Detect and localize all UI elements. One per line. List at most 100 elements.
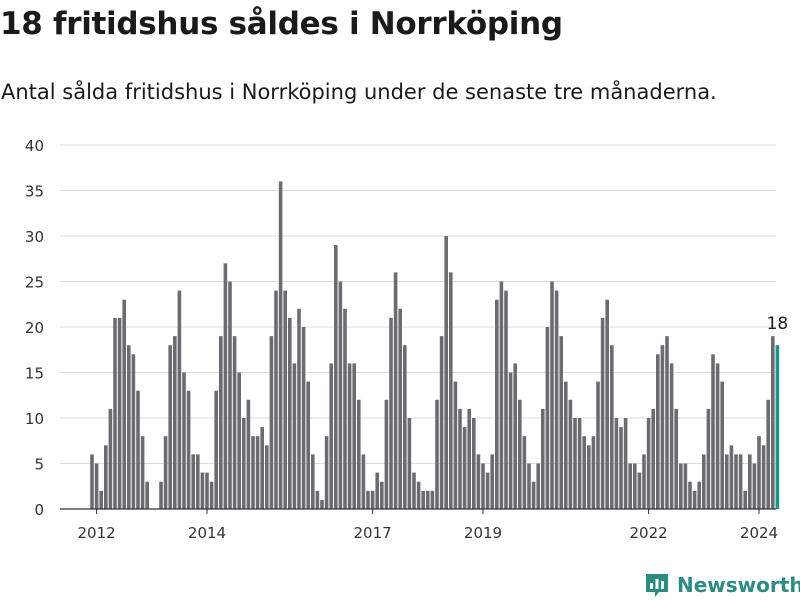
bar [660,345,665,509]
bar [301,327,306,509]
bar [412,472,416,509]
bar [748,454,752,509]
bar [522,436,527,509]
bar [587,445,591,509]
bar [642,454,646,509]
bar [393,272,398,509]
bar [513,363,517,509]
bar [573,418,577,509]
bar [237,372,241,509]
bar [453,381,458,509]
bar [421,490,425,509]
x-axis: 2012 2014 2017 2019 2022 2024 [60,508,778,542]
y-tick-label: 40 [25,137,44,155]
bar [518,399,522,509]
bar [255,436,260,509]
bar [610,345,614,509]
bar [223,263,228,509]
bar [334,245,338,509]
bar [550,281,554,509]
bar [426,490,430,509]
bar [94,463,99,509]
bar [209,481,214,509]
bar [757,436,761,509]
bar [343,308,347,509]
bar [697,481,701,509]
x-tick-label: 2022 [630,524,668,542]
bar [90,454,94,509]
bar [191,454,195,509]
bar [228,281,232,509]
bar [605,299,609,509]
bar [628,463,632,509]
bar [177,290,182,509]
y-tick-label: 15 [25,365,44,383]
bar [734,454,738,509]
bar [352,363,356,509]
newsworthy-logo: Newsworthy [644,570,800,600]
bar [600,317,605,509]
bar [366,490,370,509]
bar [219,336,223,509]
chart-subtitle: Antal sålda fritidshus i Norrköping unde… [1,80,717,104]
bar [711,354,715,509]
y-tick-label: 0 [34,501,44,519]
bar [536,463,540,509]
bar [370,490,375,509]
x-tick-label: 2017 [354,524,392,542]
x-tick-label: 2014 [188,524,226,542]
bar [637,472,642,509]
bar [357,399,361,509]
y-tick-label: 25 [25,274,44,292]
bar [495,299,499,509]
bar [361,454,366,509]
bar [766,399,770,509]
bar [246,399,251,509]
bar [467,408,471,509]
bar [656,354,660,509]
bar [554,290,559,509]
bar [702,454,706,509]
bar [679,463,683,509]
bar [725,454,729,509]
bar [752,463,757,509]
y-tick-label: 35 [25,183,44,201]
bar [196,454,200,509]
data-labels: 18 [767,314,789,334]
bar [242,418,246,509]
bar [403,345,407,509]
bar [136,390,140,509]
bar [444,236,448,509]
y-tick-label: 30 [25,228,44,246]
bar [430,490,435,509]
bar [688,481,692,509]
bar [504,290,508,509]
bar [458,408,462,509]
y-tick-label: 5 [34,456,44,474]
bar [541,408,545,509]
bar [564,381,568,509]
bar [398,308,402,509]
bar [472,418,476,509]
bar [508,372,513,509]
bar [651,408,655,509]
bar [117,317,122,509]
bar [665,336,669,509]
bar [186,390,191,509]
bar [738,454,743,509]
bar [288,317,292,509]
bar [168,345,172,509]
bar [545,327,550,509]
bar [476,454,481,509]
bar [481,463,485,509]
bar [582,436,586,509]
bar [619,427,623,509]
y-axis-ticks: 0 5 10 15 20 25 30 35 40 [25,137,44,519]
bar [297,308,301,509]
bar [384,399,389,509]
bar [435,399,439,509]
x-tick-label: 2019 [464,524,502,542]
bar [320,499,324,509]
bar [251,436,255,509]
bar [559,336,563,509]
